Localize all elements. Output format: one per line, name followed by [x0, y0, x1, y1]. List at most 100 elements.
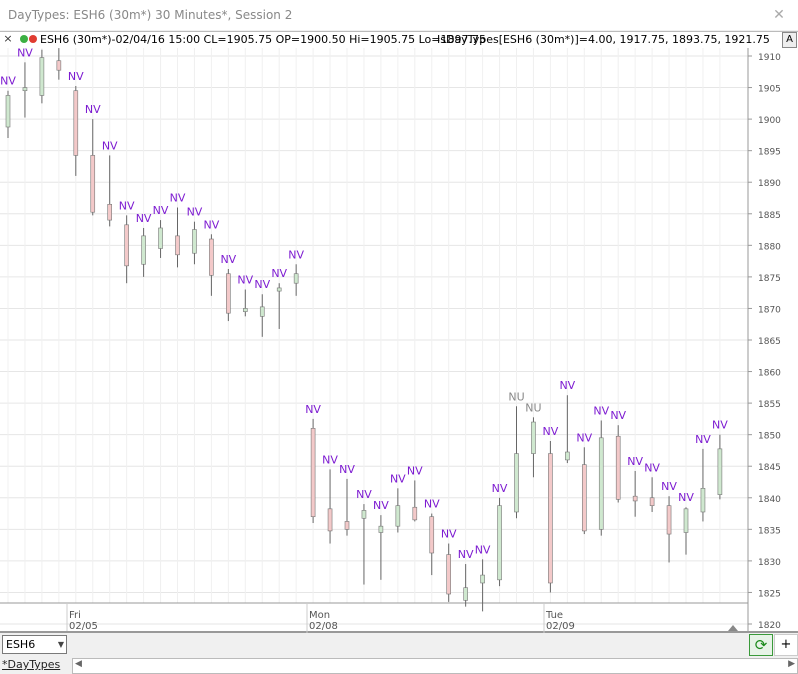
window-title: DayTypes: ESH6 (30m*) 30 Minutes*, Sessi… — [8, 8, 293, 22]
day-type-label: NV — [373, 499, 389, 512]
y-tick-label: 1845 — [758, 463, 781, 473]
y-tick-label: 1880 — [758, 242, 781, 252]
chart-bottom-bar: ESH6 ▼ ⟳ + — [0, 633, 798, 656]
scroll-left-icon[interactable]: ◀ — [75, 659, 82, 669]
candle-body[interactable] — [514, 453, 519, 513]
day-type-label: NV — [559, 379, 575, 392]
day-type-label: NV — [712, 419, 728, 432]
y-tick-label: 1860 — [758, 369, 781, 379]
candle-body[interactable] — [683, 508, 689, 533]
candle-body[interactable] — [175, 235, 180, 256]
candle-body[interactable] — [310, 428, 316, 518]
day-type-label: NV — [153, 204, 169, 217]
day-type-label: NV — [610, 409, 626, 422]
candle-body[interactable] — [141, 235, 146, 265]
y-axis-area — [748, 48, 798, 633]
candle-body[interactable] — [700, 488, 706, 513]
horizontal-scrollbar[interactable]: ◀ ▶ — [72, 658, 798, 674]
candle-body[interactable] — [565, 451, 570, 461]
chevron-down-icon: ▼ — [57, 640, 64, 649]
refresh-button[interactable]: ⟳ — [749, 634, 773, 656]
candle-body[interactable] — [276, 287, 282, 292]
candle-body[interactable] — [480, 574, 485, 584]
day-type-label: NV — [441, 528, 457, 541]
candle-body[interactable] — [22, 87, 28, 92]
candle-body[interactable] — [90, 155, 96, 213]
candle-body[interactable] — [124, 224, 129, 267]
candle-body[interactable] — [548, 453, 553, 584]
candle-body[interactable] — [395, 505, 401, 527]
candle-body[interactable] — [192, 229, 197, 254]
candle-body[interactable] — [226, 273, 231, 314]
day-type-label: NV — [254, 278, 270, 291]
candle-body[interactable] — [259, 306, 265, 317]
y-tick-label: 1855 — [758, 400, 781, 410]
y-tick-label: 1865 — [758, 337, 781, 347]
symbol-select[interactable]: ESH6 ▼ — [2, 635, 67, 654]
y-tick-label: 1870 — [758, 305, 781, 315]
info-close-button[interactable]: × — [3, 32, 13, 45]
y-tick-label: 1895 — [758, 148, 781, 158]
day-type-label: NV — [204, 218, 220, 231]
price-chart[interactable]: 1910 1905 1900 1895 1890 1885 1880 1875 1870 1865… — [0, 32, 798, 657]
red-status-dot — [29, 35, 37, 43]
y-tick-label: 1910 — [758, 53, 781, 63]
y-tick-label: 1885 — [758, 211, 781, 221]
day-type-label: NV — [271, 267, 287, 280]
y-tick-label: 1835 — [758, 526, 781, 536]
candle-body[interactable] — [632, 495, 638, 502]
candle-body[interactable] — [531, 421, 536, 454]
candle-body[interactable] — [598, 437, 604, 530]
candle-body[interactable] — [5, 95, 11, 128]
candle-body[interactable] — [412, 506, 418, 521]
day-type-label: NU — [508, 390, 524, 403]
candle-body[interactable] — [378, 525, 384, 533]
candle-body[interactable] — [56, 60, 62, 71]
candle-body[interactable] — [429, 516, 435, 554]
day-type-label: NV — [424, 498, 440, 511]
day-type-label: NV — [288, 248, 304, 261]
candle-body[interactable] — [581, 464, 587, 532]
candle-body[interactable] — [446, 554, 452, 595]
candle-body[interactable] — [73, 90, 79, 156]
candle-body[interactable] — [666, 505, 672, 535]
day-type-label: NV — [0, 75, 16, 88]
day-type-label: NU — [525, 401, 541, 414]
y-tick-label: 1905 — [758, 85, 781, 95]
day-type-label: NV — [543, 425, 559, 438]
candle-body[interactable] — [209, 238, 214, 276]
scroll-thumb[interactable] — [87, 661, 687, 670]
auto-scale-button[interactable]: A — [782, 32, 797, 48]
y-tick-label: 1825 — [758, 589, 781, 599]
candle-body[interactable] — [243, 308, 248, 312]
day-label: Mon — [309, 610, 330, 621]
window-close-button[interactable]: ✕ — [773, 7, 785, 23]
y-tick-label: 1890 — [758, 179, 781, 189]
candle-body[interactable] — [361, 510, 367, 519]
day-type-label: NV — [237, 274, 253, 287]
candle-body[interactable] — [649, 497, 655, 506]
candle-body[interactable] — [107, 204, 112, 221]
day-type-label: NV — [492, 482, 508, 495]
day-type-label: NV — [119, 199, 135, 212]
add-button[interactable]: + — [774, 634, 798, 656]
candle-body[interactable] — [293, 273, 299, 284]
date-label: 02/05 — [69, 621, 98, 632]
day-type-label: NV — [220, 253, 236, 266]
candle-body[interactable] — [327, 508, 333, 532]
tab-daytypes[interactable]: *DayTypes — [2, 658, 61, 671]
green-status-dot — [20, 35, 28, 43]
candle-body[interactable] — [497, 505, 502, 581]
candle-body[interactable] — [615, 435, 621, 500]
window-titlebar: DayTypes: ESH6 (30m*) 30 Minutes*, Sessi… — [0, 0, 798, 30]
day-type-label: NV — [136, 212, 152, 225]
indicator-readout: IsDayTypes[ESH6 (30m*)]=4.00, 1917.75, 1… — [437, 33, 770, 46]
candle-body[interactable] — [158, 227, 163, 249]
candle-body[interactable] — [39, 57, 45, 96]
candle-body[interactable] — [344, 521, 350, 530]
candle-body[interactable] — [717, 448, 723, 495]
scroll-right-icon[interactable]: ▶ — [788, 659, 795, 669]
day-type-label: NV — [305, 403, 321, 416]
candle-body[interactable] — [463, 587, 468, 601]
chart-canvas[interactable]: 1910 1905 1900 1895 1890 1885 1880 1875 1870 1865… — [0, 32, 798, 657]
